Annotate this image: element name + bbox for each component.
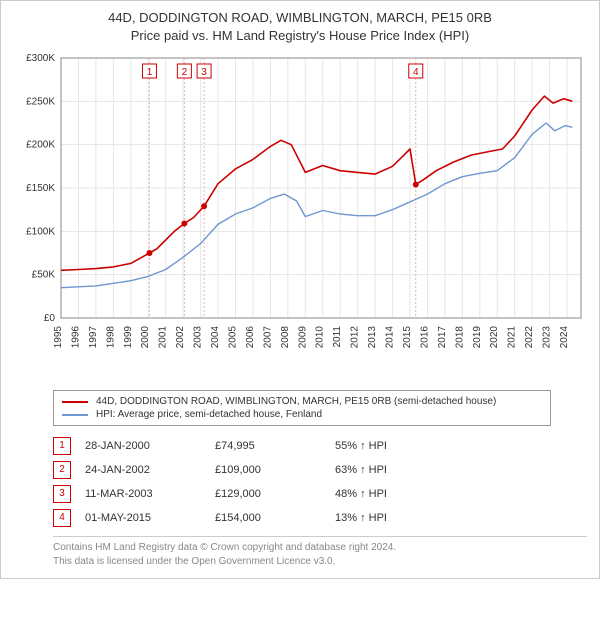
svg-text:2011: 2011 xyxy=(332,326,343,348)
svg-text:£100K: £100K xyxy=(26,226,55,237)
sale-date: 28-JAN-2000 xyxy=(85,440,215,452)
svg-text:2004: 2004 xyxy=(210,326,221,349)
svg-text:2024: 2024 xyxy=(559,326,570,349)
svg-text:2021: 2021 xyxy=(507,326,518,349)
svg-text:£250K: £250K xyxy=(26,96,55,107)
svg-text:2017: 2017 xyxy=(437,326,448,349)
sale-pct-vs-hpi: 63% ↑ HPI xyxy=(335,464,387,476)
chart-title: 44D, DODDINGTON ROAD, WIMBLINGTON, MARCH… xyxy=(13,9,587,44)
chart-area: £0 £50K £100K £150K £200K £250K £300K 1995 1996 1… xyxy=(13,50,589,380)
sale-row: 1 28-JAN-2000£74,99555% ↑ HPI xyxy=(53,434,587,458)
sale-pct-vs-hpi: 48% ↑ HPI xyxy=(335,488,387,500)
svg-text:£150K: £150K xyxy=(26,183,55,194)
sales-table: 1 28-JAN-2000£74,99555% ↑ HPI 2 24-JAN-2002… xyxy=(53,434,587,530)
svg-text:1999: 1999 xyxy=(123,326,134,349)
svg-text:1997: 1997 xyxy=(88,326,99,349)
svg-text:2003: 2003 xyxy=(193,326,204,349)
sale-marker: 3 xyxy=(53,485,71,503)
sale-marker: 1 xyxy=(53,437,71,455)
svg-text:1996: 1996 xyxy=(70,326,81,349)
svg-text:2016: 2016 xyxy=(419,326,430,349)
sale-date: 01-MAY-2015 xyxy=(85,512,215,524)
svg-text:2009: 2009 xyxy=(297,326,308,349)
chart-svg: £0 £50K £100K £150K £200K £250K £300K 1995 1996 1… xyxy=(13,50,589,380)
svg-text:2013: 2013 xyxy=(367,326,378,349)
svg-text:2000: 2000 xyxy=(140,326,151,349)
svg-text:2018: 2018 xyxy=(454,326,465,349)
svg-text:2006: 2006 xyxy=(245,326,256,349)
sale-date: 24-JAN-2002 xyxy=(85,464,215,476)
svg-text:2007: 2007 xyxy=(262,326,273,349)
sale-marker: 2 xyxy=(53,461,71,479)
legend-item: 44D, DODDINGTON ROAD, WIMBLINGTON, MARCH… xyxy=(62,395,542,408)
svg-text:1995: 1995 xyxy=(53,326,64,349)
title-line2: Price paid vs. HM Land Registry's House … xyxy=(13,27,587,45)
svg-text:2: 2 xyxy=(182,67,188,78)
svg-text:3: 3 xyxy=(201,67,207,78)
svg-text:2015: 2015 xyxy=(402,326,413,349)
svg-text:4: 4 xyxy=(413,67,419,78)
sale-price: £109,000 xyxy=(215,464,335,476)
footer-line1: Contains HM Land Registry data © Crown c… xyxy=(53,541,587,555)
sale-price: £129,000 xyxy=(215,488,335,500)
footer-attribution: Contains HM Land Registry data © Crown c… xyxy=(53,536,587,568)
svg-text:2019: 2019 xyxy=(472,326,483,349)
legend-label: 44D, DODDINGTON ROAD, WIMBLINGTON, MARCH… xyxy=(96,396,496,407)
sale-row: 4 01-MAY-2015£154,00013% ↑ HPI xyxy=(53,506,587,530)
svg-text:£200K: £200K xyxy=(26,140,55,151)
sale-date: 11-MAR-2003 xyxy=(85,488,215,500)
legend-swatch xyxy=(62,401,88,403)
sale-pct-vs-hpi: 55% ↑ HPI xyxy=(335,440,387,452)
svg-text:2023: 2023 xyxy=(542,326,553,349)
figure-container: { "title": { "line1": "44D, DODDINGTON R… xyxy=(0,0,600,579)
sale-row: 3 11-MAR-2003£129,00048% ↑ HPI xyxy=(53,482,587,506)
title-line1: 44D, DODDINGTON ROAD, WIMBLINGTON, MARCH… xyxy=(13,9,587,27)
svg-text:2001: 2001 xyxy=(158,326,169,349)
legend-label: HPI: Average price, semi-detached house,… xyxy=(96,409,322,420)
svg-text:£0: £0 xyxy=(44,313,56,324)
sale-price: £154,000 xyxy=(215,512,335,524)
sale-pct-vs-hpi: 13% ↑ HPI xyxy=(335,512,387,524)
svg-text:1998: 1998 xyxy=(105,326,116,349)
svg-text:£300K: £300K xyxy=(26,53,55,64)
svg-text:2002: 2002 xyxy=(175,326,186,349)
svg-text:2005: 2005 xyxy=(227,326,238,349)
sale-price: £74,995 xyxy=(215,440,335,452)
svg-text:1: 1 xyxy=(147,67,153,78)
svg-text:2014: 2014 xyxy=(385,326,396,349)
legend-item: HPI: Average price, semi-detached house,… xyxy=(62,408,542,421)
svg-text:£50K: £50K xyxy=(32,270,56,281)
sale-marker: 4 xyxy=(53,509,71,527)
svg-text:2012: 2012 xyxy=(350,326,361,349)
svg-text:2020: 2020 xyxy=(489,326,500,349)
svg-text:2022: 2022 xyxy=(524,326,535,349)
svg-text:2010: 2010 xyxy=(315,326,326,349)
footer-line2: This data is licensed under the Open Gov… xyxy=(53,555,587,569)
legend: 44D, DODDINGTON ROAD, WIMBLINGTON, MARCH… xyxy=(53,390,551,426)
svg-text:2008: 2008 xyxy=(280,326,291,349)
legend-swatch xyxy=(62,414,88,416)
sale-row: 2 24-JAN-2002£109,00063% ↑ HPI xyxy=(53,458,587,482)
